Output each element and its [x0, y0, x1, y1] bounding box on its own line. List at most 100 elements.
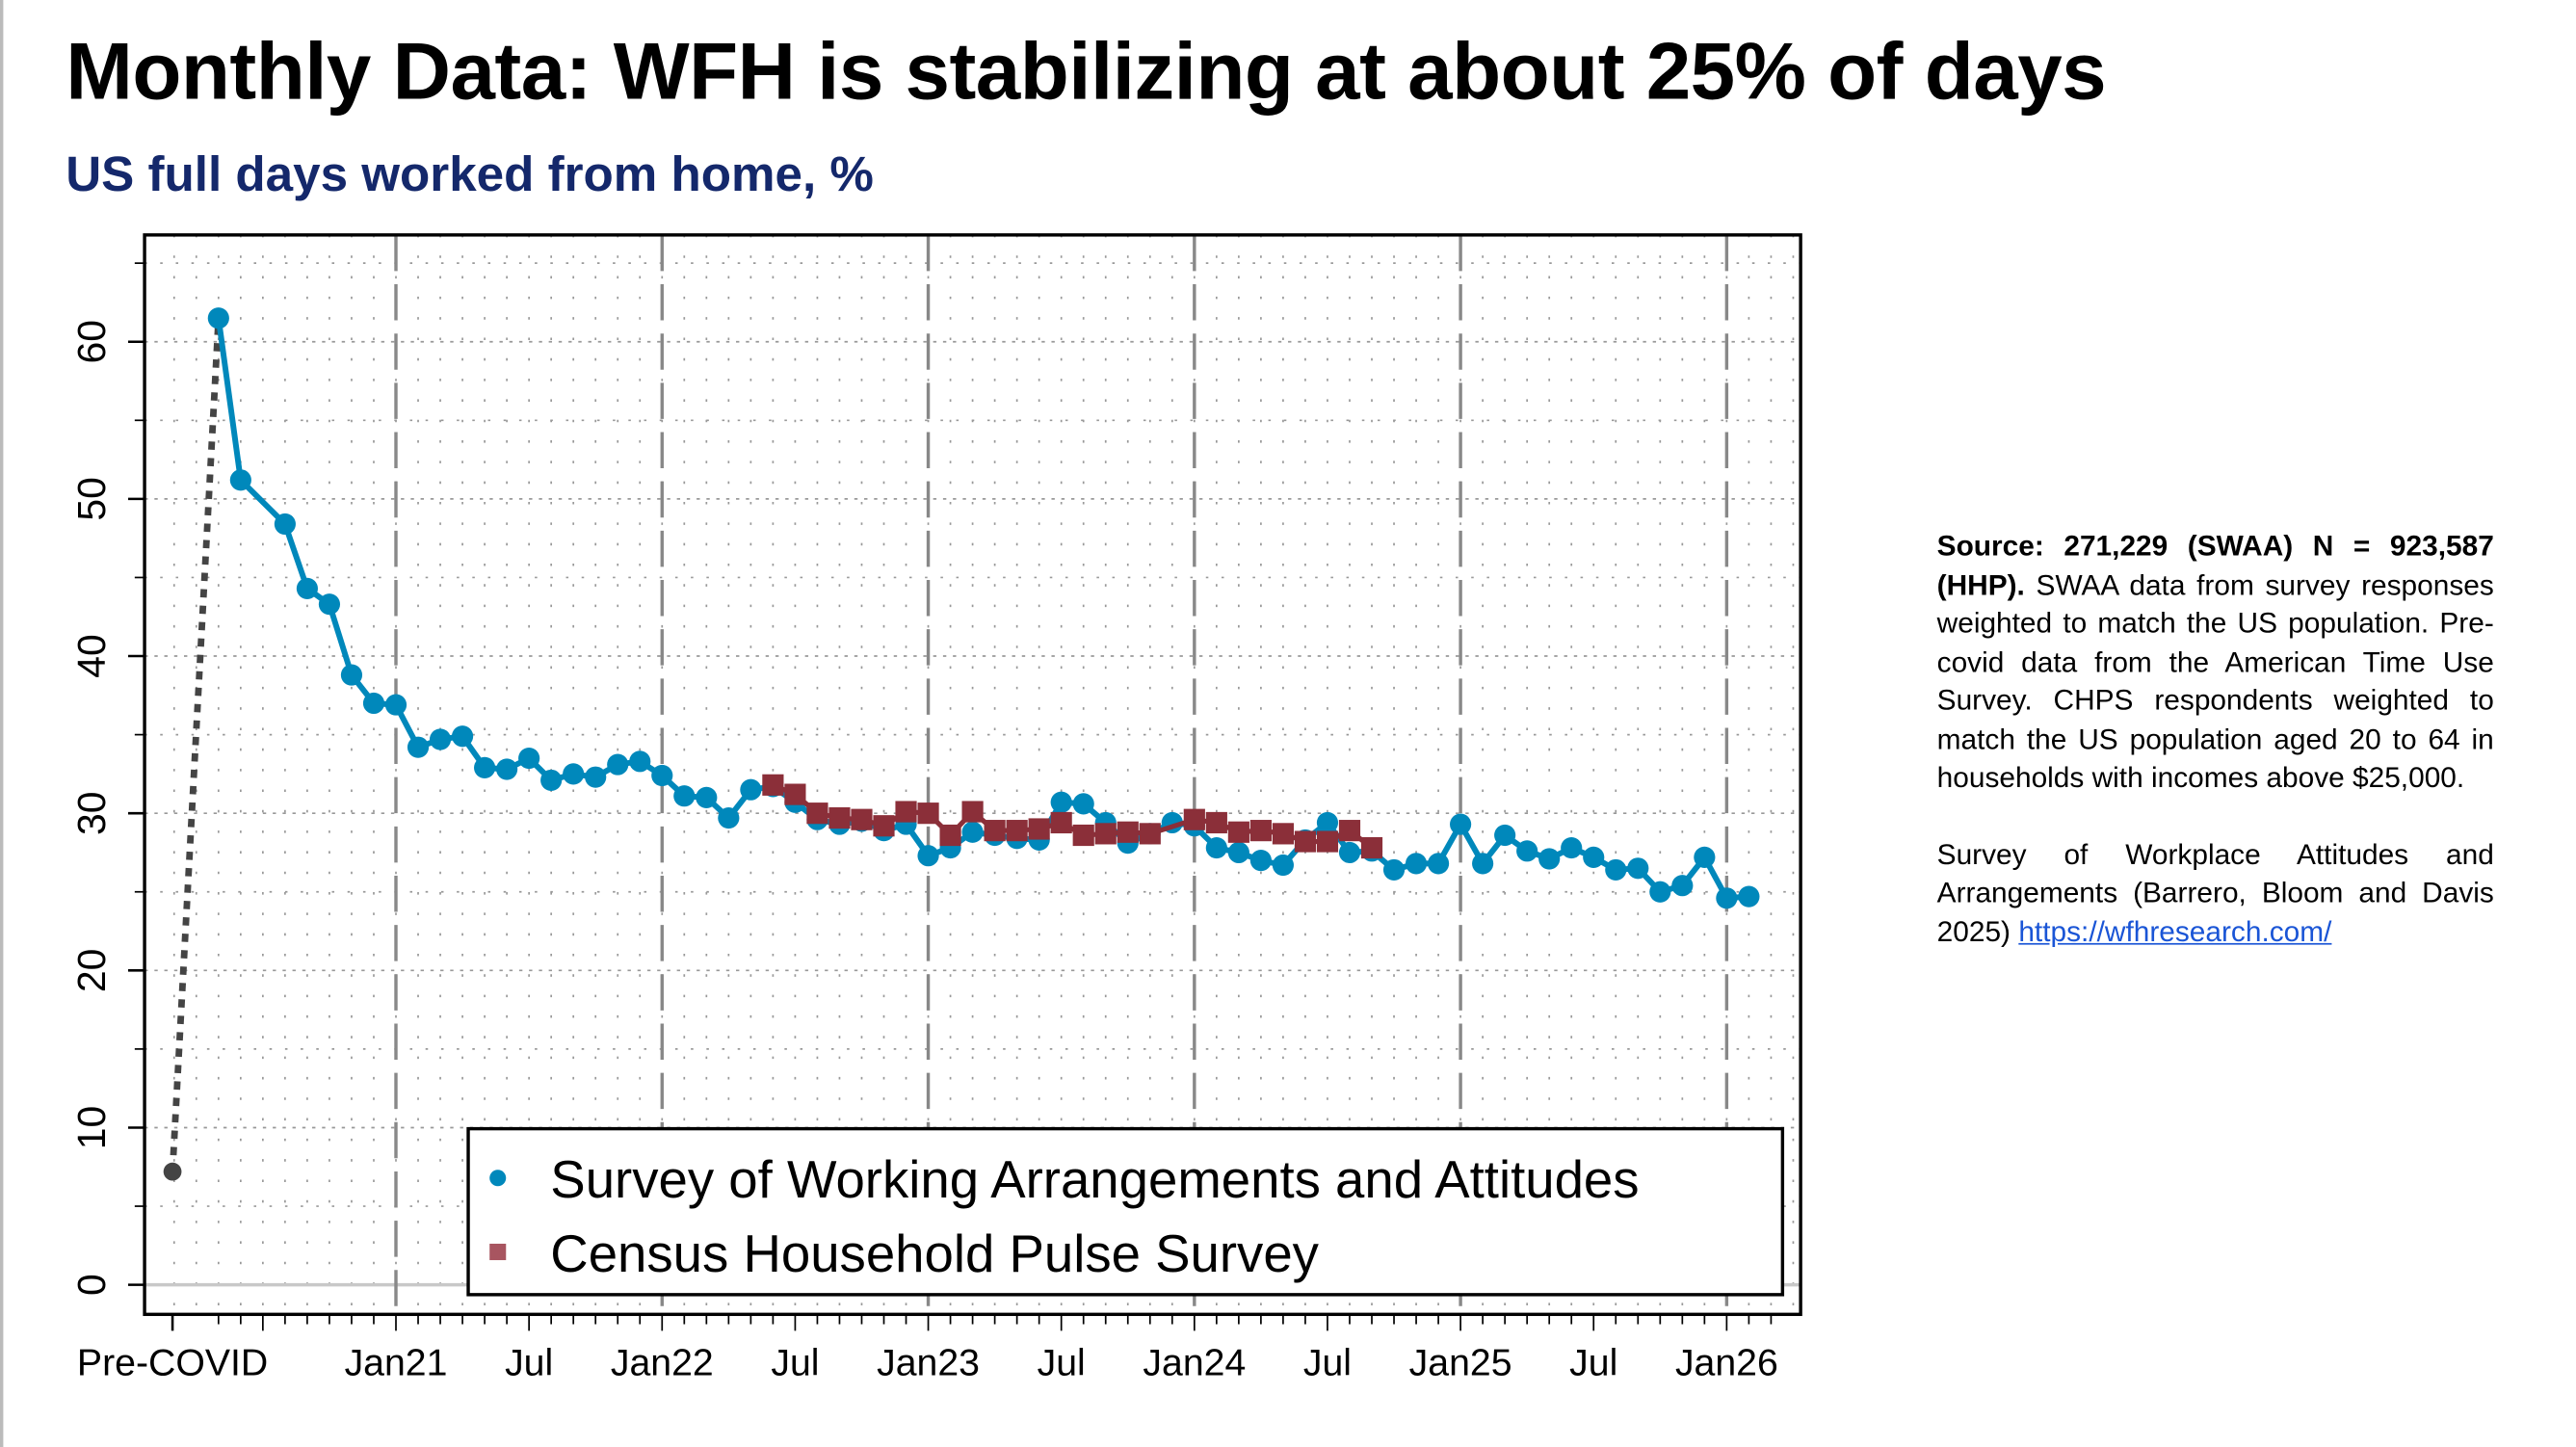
hhp-point	[1249, 820, 1272, 842]
swaa-point	[740, 778, 762, 801]
hhp-point	[1028, 818, 1050, 840]
swaa-point	[1338, 841, 1361, 864]
hhp-point	[1360, 836, 1383, 859]
swaa-point	[563, 763, 585, 785]
legend-box	[466, 1126, 1785, 1297]
swaa-point	[1694, 846, 1716, 868]
swaa-point	[296, 577, 318, 599]
x-tick-label: Jan21	[345, 1341, 448, 1383]
swaa-point	[1316, 811, 1339, 834]
x-tick-label: Jul	[1303, 1341, 1352, 1383]
hhp-point	[1006, 820, 1028, 842]
legend-hhp-marker	[489, 1243, 507, 1261]
x-tick-label: Pre-COVID	[77, 1341, 268, 1383]
swaa-point	[1494, 824, 1516, 847]
x-tick-label: Jul	[505, 1341, 553, 1383]
chart-subtitle: US full days worked from home, %	[66, 147, 874, 202]
swaa-point	[1738, 885, 1760, 908]
swaa-point	[718, 806, 740, 829]
swaa-point	[629, 750, 651, 773]
swaa-point	[1249, 850, 1272, 872]
page-title: Monthly Data: WFH is stabilizing at abou…	[66, 27, 2107, 118]
hhp-point	[1338, 820, 1361, 842]
swaa-point	[429, 728, 452, 750]
swaa-point	[540, 769, 563, 791]
swaa-point	[274, 513, 296, 536]
x-tick-label: Jan25	[1409, 1341, 1512, 1383]
hhp-point	[1205, 811, 1227, 834]
hhp-point	[939, 824, 961, 847]
x-tick-label: Jan26	[1675, 1341, 1778, 1383]
swaa-point	[474, 756, 496, 778]
swaa-point	[1427, 853, 1450, 875]
swaa-point	[1671, 875, 1694, 897]
pre-covid-connector	[169, 318, 223, 1172]
legend-swaa-label: Survey of Working Arrangements and Attit…	[550, 1150, 1639, 1209]
swaa-point	[1382, 858, 1406, 881]
swaa-point	[496, 758, 518, 780]
source-text: SWAA data from survey responses weighted…	[1936, 567, 2494, 794]
swaa-point	[518, 747, 540, 770]
hhp-point	[1139, 823, 1161, 845]
hhp-point	[1050, 811, 1072, 834]
swaa-point	[917, 845, 939, 867]
swaa-point	[1716, 887, 1738, 909]
source-note: Source: 271,229 (SWAA) N = 923,587 (HHP)…	[1937, 527, 2494, 988]
hhp-point	[917, 802, 939, 825]
swaa-point	[1472, 853, 1494, 875]
swaa-point	[1405, 853, 1428, 875]
hhp-point	[1117, 821, 1139, 843]
swaa-point	[1227, 841, 1249, 864]
hhp-point	[762, 774, 784, 796]
swaa-point	[696, 786, 718, 808]
hhp-point	[1094, 823, 1117, 845]
swaa-point	[1272, 854, 1295, 877]
swaa-point	[961, 821, 984, 843]
y-tick-label: 20	[69, 949, 114, 993]
swaa-point	[651, 764, 673, 787]
wfh-line-chart: 0 10 20 30 40 50 60 Pre-COVID Jan21 Jul Jan22 Jul Ja…	[69, 233, 1802, 1383]
x-tick-label: Jan24	[1143, 1341, 1246, 1383]
swaa-point	[1516, 840, 1538, 862]
citation: Survey of Workplace Attitudes and Arrang…	[1936, 836, 2494, 948]
swaa-point	[340, 664, 363, 686]
legend-swaa-marker	[489, 1170, 507, 1187]
hhp-point	[1227, 821, 1249, 843]
hhp-point	[873, 815, 895, 837]
y-tick-label: 60	[69, 320, 114, 364]
hhp-point	[961, 801, 984, 823]
y-tick-label: 10	[69, 1106, 114, 1150]
swaa-point	[673, 785, 696, 807]
swaa-point	[318, 593, 341, 616]
hhp-point	[1272, 823, 1295, 845]
x-tick-label: Jul	[1038, 1341, 1086, 1383]
hhp-point	[851, 808, 873, 830]
swaa-point	[384, 694, 407, 716]
wfhresearch-link[interactable]: https://wfhresearch.com/	[2018, 914, 2332, 948]
hhp-point	[784, 783, 806, 805]
swaa-point	[1450, 813, 1472, 835]
hhp-point	[984, 820, 1006, 842]
y-tick-label: 50	[69, 477, 114, 521]
hhp-point	[1183, 808, 1205, 830]
hhp-point	[1294, 830, 1317, 853]
swaa-point	[1627, 857, 1649, 880]
hhp-point	[895, 801, 917, 823]
swaa-point	[1072, 793, 1094, 815]
swaa-point	[1050, 791, 1072, 813]
swaa-point	[1205, 836, 1227, 859]
y-tick-label: 0	[69, 1274, 114, 1296]
hhp-point	[806, 802, 828, 825]
swaa-point	[1561, 836, 1583, 859]
swaa-point	[362, 692, 385, 715]
plot-frame	[143, 233, 1802, 1317]
y-tick-label: 40	[69, 634, 114, 678]
x-tick-label: Jul	[771, 1341, 819, 1383]
swaa-point	[407, 736, 430, 758]
legend: Survey of Working Arrangements and Attit…	[466, 1126, 1785, 1297]
x-tick-label: Jan22	[611, 1341, 714, 1383]
hhp-point	[1316, 830, 1339, 853]
hhp-point	[828, 806, 851, 829]
pre-covid-point	[163, 1162, 182, 1181]
